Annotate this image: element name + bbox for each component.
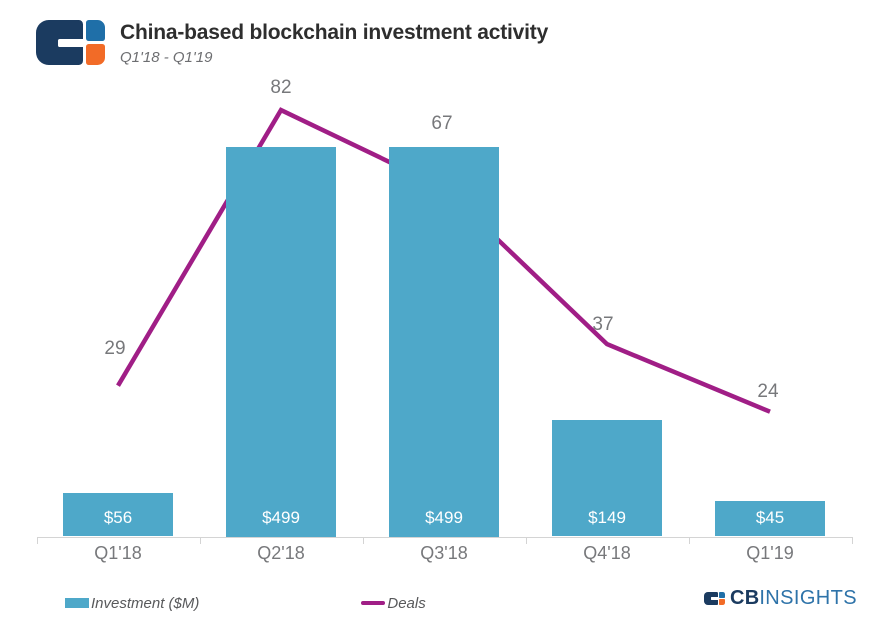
legend-deals-swatch xyxy=(361,601,386,605)
footer-brand-insights: INSIGHTS xyxy=(759,587,857,609)
logo-orange-square xyxy=(719,598,726,606)
logo-slot xyxy=(710,597,719,600)
legend-investment-label: Investment ($M) xyxy=(91,594,200,612)
bar-value-label: $45 xyxy=(755,507,785,527)
deals-value-label: 67 xyxy=(431,113,453,134)
bar-q2-18 xyxy=(226,147,336,537)
x-axis-tick xyxy=(688,536,690,544)
deals-value-label: 29 xyxy=(104,337,126,359)
deals-value-label: 24 xyxy=(757,380,779,402)
bar-q1-18 xyxy=(63,492,173,537)
legend-deals-label: Deals xyxy=(387,594,426,612)
x-axis-tick xyxy=(525,536,527,544)
bar-q1-19 xyxy=(715,501,825,537)
x-axis-label: Q1'18 xyxy=(94,543,142,563)
cbinsights-footer-logo-icon xyxy=(703,591,726,606)
bar-q4-18 xyxy=(552,420,662,537)
bar-value-label: $149 xyxy=(588,507,626,527)
x-axis-tick xyxy=(851,536,853,544)
chart-title: China-based blockchain investment activi… xyxy=(120,21,549,44)
footer-brand-cb: CB xyxy=(730,587,760,609)
bar-value-label: $499 xyxy=(425,507,463,527)
x-axis-tick xyxy=(362,536,364,544)
chart-header: China-based blockchain investment activi… xyxy=(36,20,548,66)
bar-value-label: $56 xyxy=(103,507,133,527)
footer-brand: CB INSIGHTS xyxy=(703,587,857,610)
logo-blue-square xyxy=(719,591,726,599)
deals-value-label: 37 xyxy=(592,314,614,336)
x-axis-label: Q1'19 xyxy=(746,543,794,563)
bar-value-label: $499 xyxy=(262,507,300,527)
chart-subtitle: Q1'18 - Q1'19 xyxy=(120,49,213,66)
x-axis-tick xyxy=(199,536,201,544)
x-axis-tick xyxy=(36,536,38,544)
x-axis-label: Q3'18 xyxy=(420,543,468,563)
deals-value-label: 82 xyxy=(270,77,292,99)
title-block: China-based blockchain investment activi… xyxy=(120,20,548,66)
x-axis-label: Q2'18 xyxy=(257,543,305,563)
x-axis-label: Q4'18 xyxy=(583,543,631,563)
bar-q3-18 xyxy=(389,147,499,537)
legend: Investment ($M) Deals xyxy=(65,593,426,613)
cbinsights-logo-icon xyxy=(36,20,105,65)
logo-orange-square xyxy=(85,43,105,65)
logo-blue-square xyxy=(85,20,105,42)
x-axis-line xyxy=(36,536,852,538)
legend-investment-swatch xyxy=(65,598,89,608)
logo-slot xyxy=(57,39,83,47)
